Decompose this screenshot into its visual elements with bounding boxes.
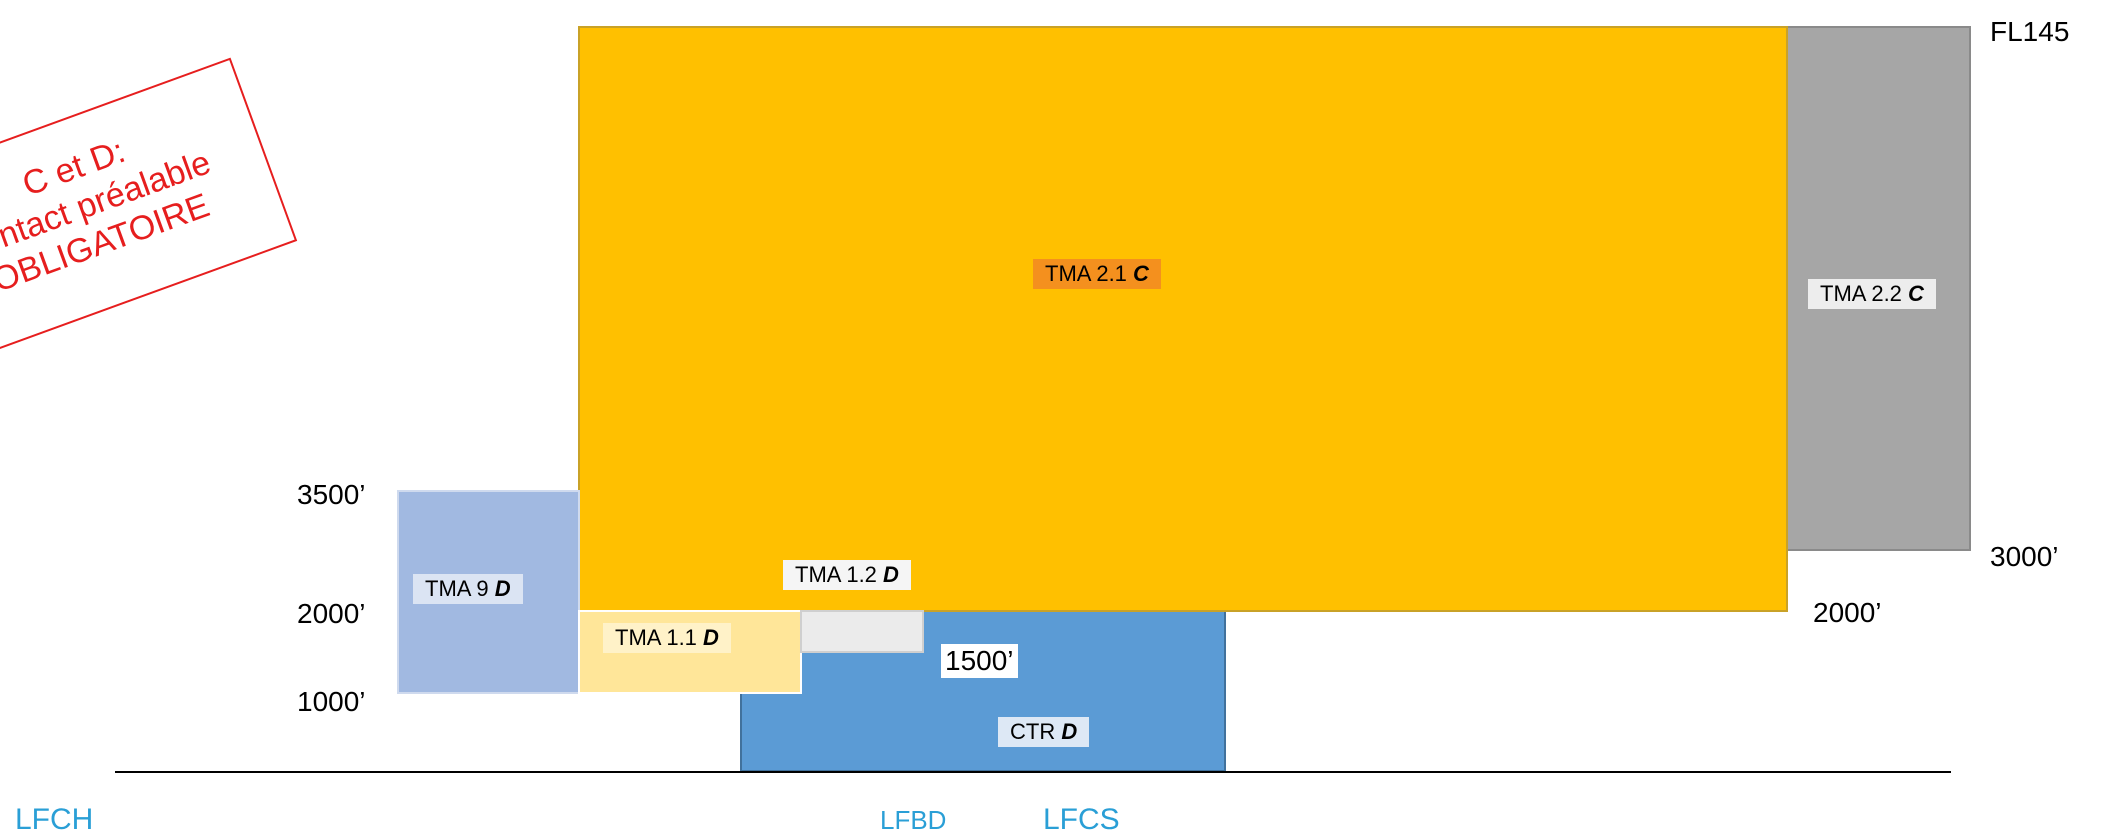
ctr-class: D xyxy=(1061,719,1078,744)
tma-1-2-class: D xyxy=(883,562,899,587)
tma-9-class: D xyxy=(494,576,511,601)
tma-2-1-class: C xyxy=(1133,261,1149,286)
altitude-1500: 1500’ xyxy=(941,644,1018,678)
altitude-fl145: FL145 xyxy=(1990,16,2070,47)
altitude-1000: 1000’ xyxy=(297,686,366,717)
aerodrome-lfcs: LFCS xyxy=(1043,803,1120,836)
altitude-2000-right: 2000’ xyxy=(1813,597,1882,628)
altitude-3500: 3500’ xyxy=(297,479,366,510)
tma-2-1-label: TMA 2.1 C xyxy=(1033,259,1161,289)
ctr-label: CTR D xyxy=(998,717,1090,747)
altitude-2000-left: 2000’ xyxy=(297,598,366,629)
tma-1-2-label: TMA 1.2 D xyxy=(783,560,911,590)
ground-line xyxy=(115,771,1951,773)
tma-1-2-zone xyxy=(800,610,924,653)
tma-1-1-class: D xyxy=(703,625,719,650)
altitude-3000: 3000’ xyxy=(1990,541,2059,572)
aerodrome-lfbd: LFBD xyxy=(880,805,947,835)
tma-2-1-zone xyxy=(578,26,1788,612)
warning-stamp: C et D: contact préalable OBLIGATOIRE xyxy=(0,57,298,368)
tma-2-2-class: C xyxy=(1908,281,1924,306)
aerodrome-lfch: LFCH xyxy=(15,803,94,836)
tma-9-label: TMA 9 D xyxy=(413,574,523,604)
tma-1-1-label: TMA 1.1 D xyxy=(603,623,731,653)
tma-2-2-label: TMA 2.2 C xyxy=(1808,279,1936,309)
